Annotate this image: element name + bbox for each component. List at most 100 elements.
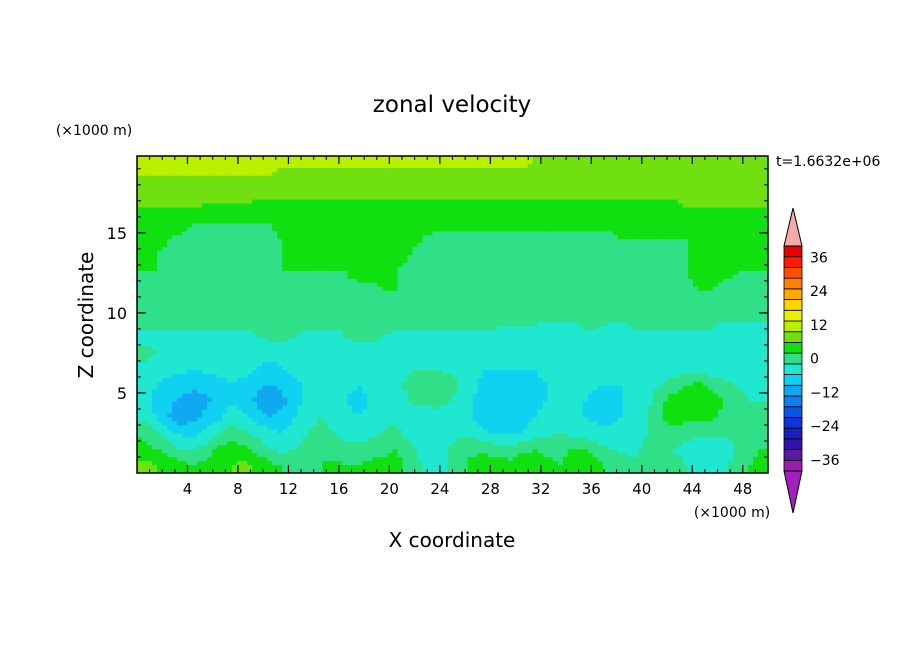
field-cell (737, 207, 744, 213)
field-cell (487, 259, 494, 264)
field-cell (517, 298, 524, 304)
field-cell (607, 183, 614, 189)
field-cell (452, 274, 459, 280)
field-cell (387, 195, 394, 201)
field-cell (702, 302, 709, 308)
field-cell (302, 294, 308, 300)
field-cell (327, 219, 333, 224)
field-cell (152, 231, 158, 236)
field-cell (262, 231, 268, 236)
field-cell (612, 231, 619, 236)
field-cell (142, 207, 148, 213)
field-cell (332, 239, 338, 244)
field-cell (192, 203, 198, 209)
field-cell (537, 286, 544, 292)
field-cell (557, 187, 564, 193)
field-cell (482, 302, 489, 308)
field-cell (757, 243, 764, 248)
field-cell (482, 171, 489, 177)
field-cell (227, 290, 233, 296)
field-cell (527, 286, 534, 292)
field-cell (377, 274, 383, 280)
field-cell (177, 211, 183, 217)
field-cell (632, 171, 639, 177)
field-cell (552, 187, 559, 193)
field-cell (422, 223, 429, 228)
field-cell (747, 175, 754, 181)
field-cell (737, 251, 744, 256)
field-cell (547, 270, 554, 276)
field-cell (427, 266, 434, 272)
field-cell (497, 306, 504, 312)
field-cell (227, 156, 233, 161)
field-cell (357, 294, 363, 300)
field-cell (252, 215, 258, 220)
field-cell (557, 195, 564, 201)
field-cell (592, 290, 599, 296)
field-cell (637, 306, 644, 312)
field-cell (307, 179, 313, 185)
field-cell (337, 171, 343, 177)
field-cell (277, 183, 283, 189)
field-cell (402, 243, 409, 248)
field-cell (457, 298, 464, 304)
field-cell (287, 266, 293, 272)
field-cell (682, 294, 689, 300)
field-cell (707, 235, 714, 240)
field-cell (152, 239, 158, 244)
field-cell (592, 191, 599, 197)
field-cell (497, 191, 504, 197)
field-cell (537, 171, 544, 177)
field-cell (442, 259, 449, 264)
field-cell (302, 199, 308, 205)
field-cell (247, 156, 253, 161)
field-cell (327, 191, 333, 197)
field-cell (287, 183, 293, 189)
field-cell (287, 207, 293, 213)
field-cell (622, 266, 629, 272)
field-cell (567, 302, 574, 308)
field-cell (347, 227, 353, 232)
field-cell (697, 306, 704, 312)
field-cell (617, 223, 624, 228)
field-cell (577, 243, 584, 248)
field-cell (237, 274, 243, 280)
field-cell (512, 235, 519, 240)
field-cell (502, 262, 509, 268)
field-cell (607, 203, 614, 209)
field-cell (217, 191, 223, 197)
field-cell (577, 211, 584, 217)
field-cell (712, 219, 719, 224)
field-cell (762, 266, 768, 272)
field-cell (172, 215, 178, 220)
field-cell (422, 298, 429, 304)
field-cell (162, 167, 168, 173)
field-cell (477, 310, 484, 316)
field-cell (212, 294, 218, 300)
field-cell (522, 251, 529, 256)
field-cell (432, 274, 439, 280)
field-cell (497, 302, 504, 308)
field-cell (297, 183, 303, 189)
field-cell (232, 215, 238, 220)
field-cell (762, 179, 768, 185)
field-cell (737, 179, 744, 185)
field-cell (442, 195, 449, 201)
field-cell (187, 290, 193, 296)
field-cell (317, 266, 323, 272)
field-cell (742, 262, 749, 268)
field-cell (687, 255, 694, 260)
field-cell (652, 243, 659, 248)
field-cell (362, 195, 368, 201)
field-cell (557, 247, 564, 252)
field-cell (457, 255, 464, 260)
field-cell (302, 156, 308, 161)
field-cell (662, 274, 669, 280)
field-cell (457, 195, 464, 201)
field-cell (272, 199, 278, 205)
field-cell (742, 251, 749, 256)
field-cell (467, 243, 474, 248)
field-cell (247, 235, 253, 240)
field-cell (577, 167, 584, 173)
field-cell (442, 306, 449, 312)
